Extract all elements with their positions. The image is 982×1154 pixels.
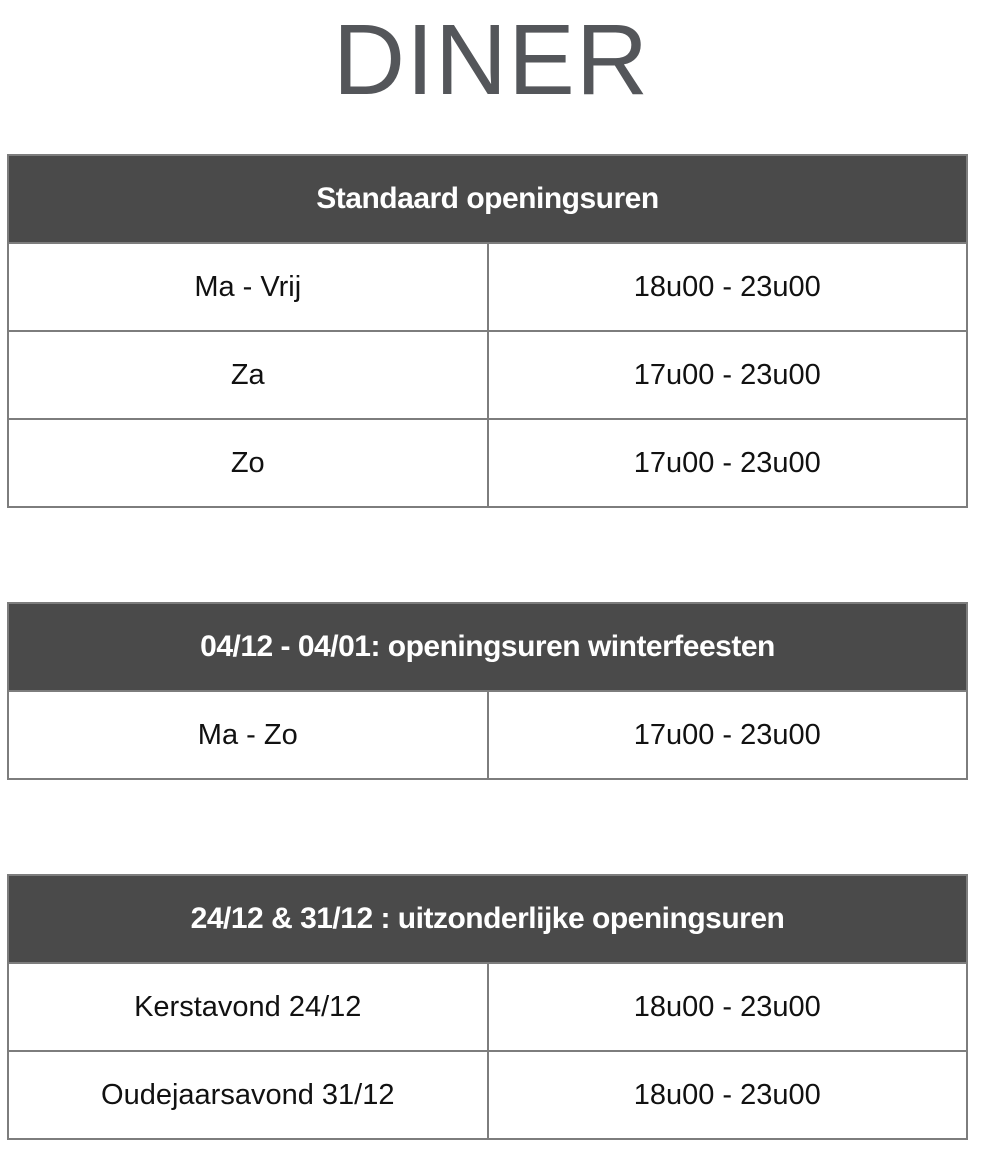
exceptional-hours-header: 24/12 & 31/12 : uitzonderlijke openingsu… bbox=[8, 875, 967, 963]
day-cell: Ma - Vrij bbox=[7, 242, 489, 332]
standard-hours-header: Standaard openingsuren bbox=[8, 155, 967, 243]
page-title: DINER bbox=[332, 4, 650, 116]
table-row: Zo 17u00 - 23u00 bbox=[7, 418, 968, 508]
table-header-row: 24/12 & 31/12 : uitzonderlijke openingsu… bbox=[8, 875, 967, 963]
day-cell: Oudejaarsavond 31/12 bbox=[7, 1050, 489, 1140]
day-cell: Zo bbox=[7, 418, 489, 508]
hours-cell: 18u00 - 23u00 bbox=[486, 1050, 968, 1140]
table-row: Kerstavond 24/12 18u00 - 23u00 bbox=[7, 962, 968, 1052]
hours-cell: 18u00 - 23u00 bbox=[486, 242, 968, 332]
tables-container: Standaard openingsuren Ma - Vrij 18u00 -… bbox=[7, 154, 968, 1140]
table-row: Ma - Zo 17u00 - 23u00 bbox=[7, 690, 968, 780]
day-cell: Ma - Zo bbox=[7, 690, 489, 780]
hours-cell: 17u00 - 23u00 bbox=[486, 690, 968, 780]
table-header-row: 04/12 - 04/01: openingsuren winterfeeste… bbox=[8, 603, 967, 691]
table-row: Za 17u00 - 23u00 bbox=[7, 330, 968, 420]
hours-cell: 18u00 - 23u00 bbox=[486, 962, 968, 1052]
winter-hours-header: 04/12 - 04/01: openingsuren winterfeeste… bbox=[8, 603, 967, 691]
day-cell: Kerstavond 24/12 bbox=[7, 962, 489, 1052]
hours-cell: 17u00 - 23u00 bbox=[486, 418, 968, 508]
standard-hours-table: Standaard openingsuren Ma - Vrij 18u00 -… bbox=[7, 154, 968, 508]
winter-hours-table: 04/12 - 04/01: openingsuren winterfeeste… bbox=[7, 602, 968, 780]
table-row: Oudejaarsavond 31/12 18u00 - 23u00 bbox=[7, 1050, 968, 1140]
table-row: Ma - Vrij 18u00 - 23u00 bbox=[7, 242, 968, 332]
table-header-row: Standaard openingsuren bbox=[8, 155, 967, 243]
exceptional-hours-table: 24/12 & 31/12 : uitzonderlijke openingsu… bbox=[7, 874, 968, 1140]
hours-cell: 17u00 - 23u00 bbox=[486, 330, 968, 420]
day-cell: Za bbox=[7, 330, 489, 420]
